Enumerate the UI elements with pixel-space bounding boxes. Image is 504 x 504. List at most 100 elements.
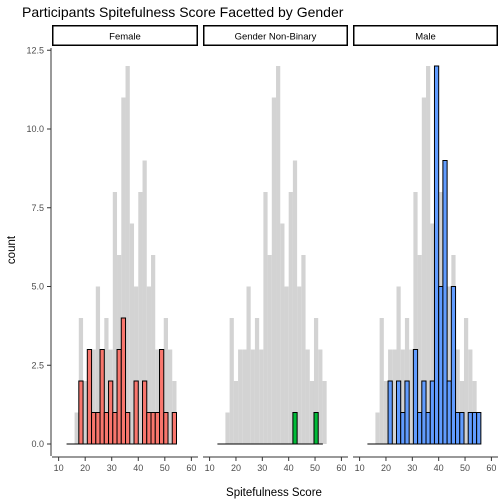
background-bar (83, 381, 88, 444)
background-bar (163, 318, 169, 444)
histogram-bar (171, 412, 177, 445)
x-tick-label: 10 (355, 463, 365, 473)
background-bar (259, 349, 264, 444)
histogram-bar (116, 349, 122, 445)
background-bar (430, 223, 435, 444)
facet-strip (353, 25, 498, 46)
histogram-bar (425, 412, 431, 445)
facet-panel-gender-non-binary: Gender Non-Binary 10 20 30 40 50 60 (203, 25, 348, 473)
background-bar (322, 381, 327, 444)
background-bar (125, 66, 130, 444)
background-bar (309, 381, 314, 444)
histogram-bar (163, 412, 169, 445)
background-bar (74, 412, 79, 444)
background-bar (129, 223, 135, 444)
background-bar (288, 192, 293, 444)
histogram-bar (108, 380, 114, 445)
histogram-bar (133, 380, 139, 445)
background-bar (297, 286, 302, 444)
background-bar (138, 192, 143, 444)
histogram-bar (476, 412, 482, 445)
histogram-bar (86, 349, 93, 445)
chart-title: Participants Spitefulness Score Facetted… (22, 4, 344, 20)
histogram-bar (412, 349, 419, 445)
histogram-bar (103, 412, 110, 445)
histogram-bar (433, 65, 440, 445)
histogram-bar (455, 412, 461, 445)
histogram-bar (387, 380, 393, 445)
background-bar (104, 318, 109, 444)
background-bar (292, 160, 298, 444)
histogram-bar (95, 412, 101, 445)
background-bar (413, 192, 418, 444)
facet-panels: Female 10 20 30 40 50 60 Gender Non-Binary 10 20 3… (52, 25, 498, 473)
background-bar (254, 318, 260, 444)
histogram-bar (467, 412, 473, 445)
x-tick-label: 20 (231, 463, 241, 473)
histogram-bar (292, 412, 298, 445)
y-tick-label: 7.5 (31, 203, 44, 213)
background-bar (463, 318, 469, 444)
background-bar (112, 192, 118, 444)
background-bar (151, 255, 156, 444)
background-bar (233, 381, 239, 444)
histogram-bar (78, 380, 84, 445)
background-bar (400, 349, 405, 444)
histogram-bar (446, 380, 452, 445)
y-tick-label: 10.0 (26, 124, 44, 134)
background-bar (284, 286, 289, 444)
x-tick-label: 40 (434, 463, 444, 473)
background-bar (280, 223, 285, 444)
background-bar (242, 349, 247, 444)
x-tick-label: 60 (336, 463, 346, 473)
background-bar (396, 286, 401, 444)
background-bar (250, 349, 255, 444)
facet-strip-label: Gender Non-Binary (235, 32, 317, 43)
histogram-bar (421, 380, 427, 445)
facet-panel-male: Male 10 20 30 40 50 60 (353, 25, 498, 473)
background-bar (276, 66, 281, 444)
facet-strip-label: Female (109, 32, 141, 43)
histogram-bar (400, 412, 406, 445)
background-bar (468, 349, 473, 444)
background-bar (271, 97, 277, 444)
x-tick-label: 30 (107, 463, 117, 473)
background-bar (134, 286, 139, 444)
background-bar (225, 412, 230, 444)
histogram-bar (450, 286, 457, 445)
background-bar (426, 66, 431, 444)
background-bar (318, 349, 323, 444)
background-bar (146, 286, 152, 444)
background-bar (267, 255, 272, 444)
histogram-bar (442, 160, 448, 445)
x-tick-label: 40 (284, 463, 294, 473)
background-bar (305, 349, 310, 444)
background-bar (421, 97, 427, 444)
background-bar (379, 318, 384, 444)
background-bar (455, 349, 460, 444)
histogram-bar (404, 380, 410, 445)
y-tick-label: 2.5 (31, 360, 44, 370)
background-bar (375, 412, 380, 444)
histogram-bar (125, 412, 131, 445)
histogram-bar (471, 412, 478, 445)
background-bar (263, 192, 268, 444)
histogram-bar (313, 412, 319, 445)
background-bar (417, 255, 422, 444)
background-bar (91, 349, 96, 444)
x-tick-label: 30 (257, 463, 267, 473)
x-tick-label: 10 (54, 463, 64, 473)
background-bar (383, 381, 389, 444)
x-tick-label: 30 (407, 463, 417, 473)
facet-strip (52, 25, 198, 46)
background-bar (229, 318, 234, 444)
background-bar (238, 349, 243, 444)
histogram-bar (159, 349, 165, 445)
background-bar (95, 286, 101, 444)
background-bar (121, 97, 126, 444)
histogram-bar (142, 380, 148, 445)
histogram-bar (438, 286, 444, 445)
y-tick-label: 5.0 (31, 282, 44, 292)
facet-strip-label: Male (415, 32, 436, 43)
